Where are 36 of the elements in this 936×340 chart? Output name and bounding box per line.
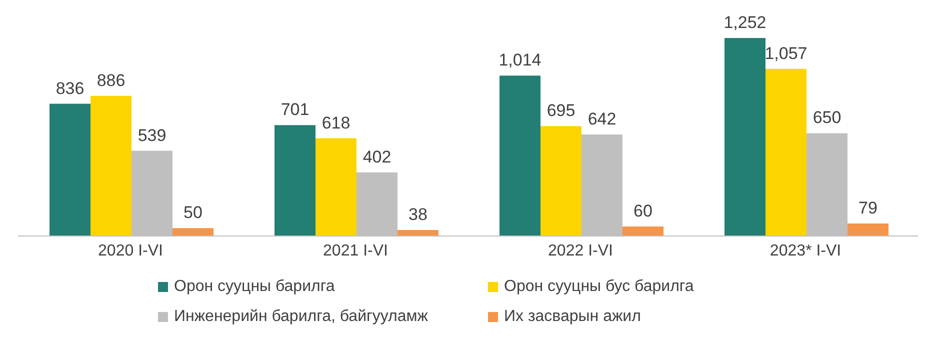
data-label: 886 (96, 70, 126, 90)
bar (622, 226, 664, 236)
data-label: 38 (408, 204, 428, 224)
data-label: 618 (322, 113, 350, 132)
data-label: 79 (858, 198, 878, 218)
bar (766, 68, 806, 236)
legend-label: Орон сууцны барилга (174, 278, 335, 296)
x-tick-label: 2023* I-VI (770, 242, 842, 260)
x-tick-label: 2022 I-VI (548, 242, 613, 260)
bar (848, 224, 888, 236)
legend-label: Орон сууцны бус барилга (504, 278, 694, 296)
x-tick-label: 2021 I-VI (323, 242, 388, 260)
bar (274, 125, 316, 236)
bar (540, 126, 582, 236)
data-label: 701 (280, 100, 310, 120)
data-label: 1,252 (724, 13, 766, 32)
bar (724, 38, 766, 236)
bar (172, 228, 214, 236)
data-label: 539 (138, 126, 166, 145)
data-label: 695 (546, 101, 576, 120)
data-label: 1,014 (498, 50, 542, 70)
bar (90, 96, 132, 236)
data-label: 650 (812, 108, 842, 128)
x-tick-label: 2020 I-VI (98, 242, 163, 260)
bar (398, 230, 438, 236)
data-label: 60 (634, 202, 652, 221)
bar (500, 76, 540, 236)
legend-label: Их засварын ажил (504, 308, 641, 326)
bar (316, 138, 356, 236)
legend-label: Инженерийн барилга, байгууламж (174, 308, 428, 326)
data-label: 836 (56, 78, 84, 98)
data-label: 1,057 (764, 44, 808, 63)
bar (50, 104, 90, 236)
data-label: 402 (362, 147, 392, 166)
data-label: 642 (588, 109, 616, 128)
data-label: 50 (184, 203, 202, 222)
